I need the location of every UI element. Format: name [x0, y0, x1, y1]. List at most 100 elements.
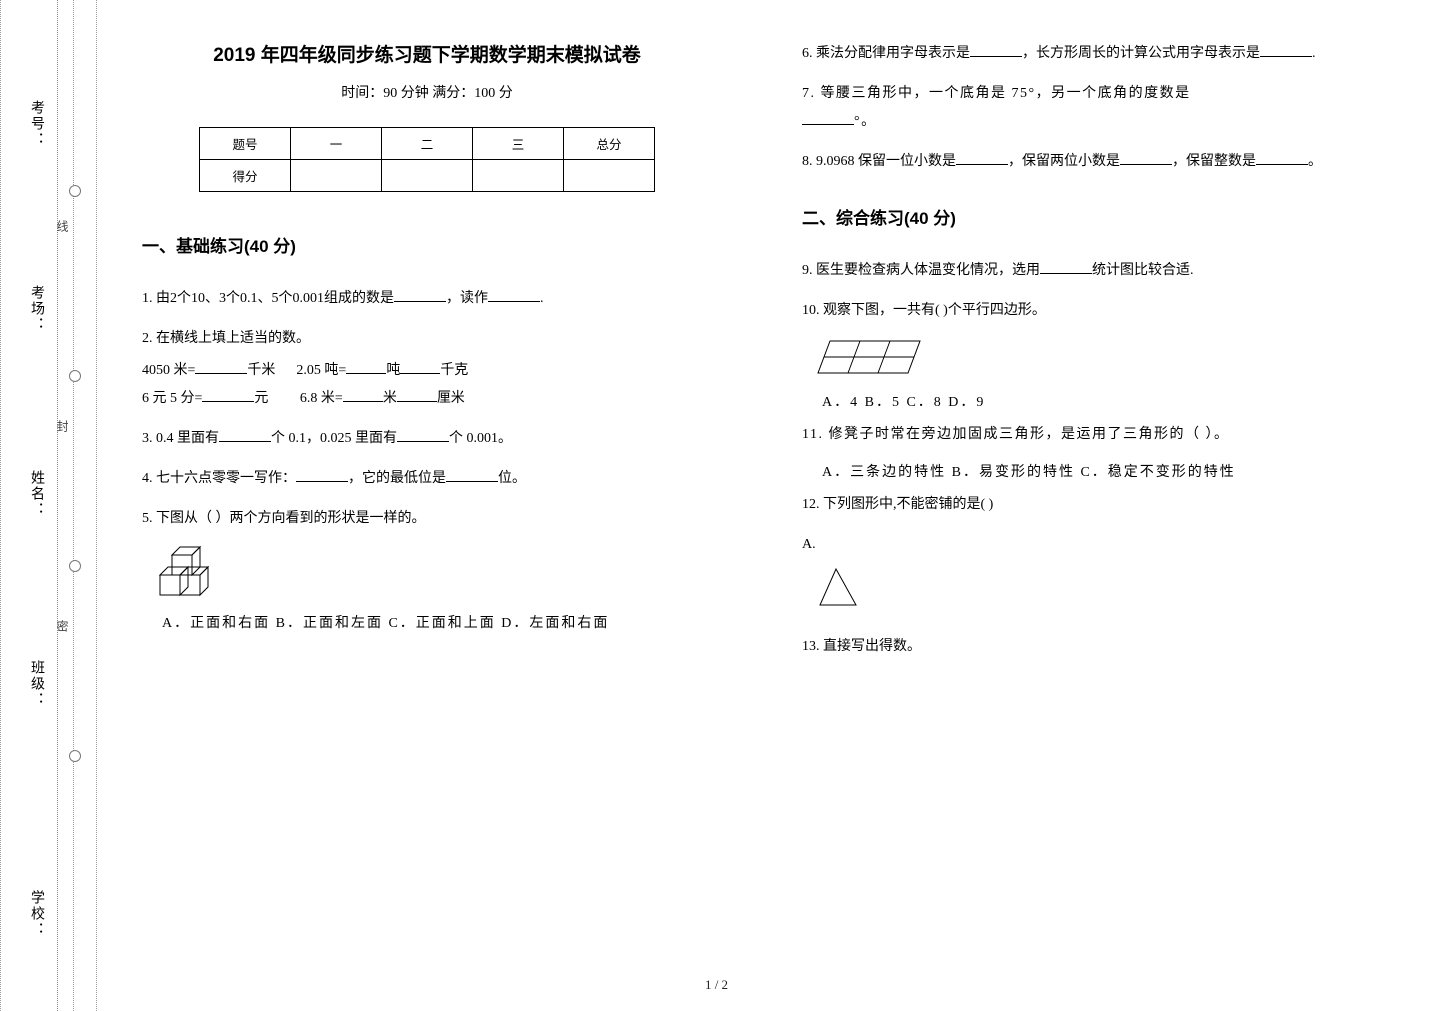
dotted-fold-line-inner	[57, 0, 58, 1011]
question-4: 4. 七十六点零零一写作： ，它的最低位是 位。	[142, 465, 712, 493]
blank[interactable]	[346, 359, 386, 374]
q10-figure-parallelograms	[816, 337, 1388, 383]
table-row: 得分	[200, 160, 655, 192]
q2-frag: 厘米	[437, 391, 465, 406]
q3-frag: 个 0.001。	[449, 431, 512, 446]
q2-frag: 6 元 5 分=	[142, 391, 202, 406]
blank[interactable]	[1040, 259, 1092, 274]
blank[interactable]	[970, 42, 1022, 57]
seal-word-mi: 密	[54, 620, 71, 637]
blank[interactable]	[219, 427, 271, 442]
q2-frag: 米	[383, 391, 397, 406]
q2-frag: 千米	[247, 363, 275, 378]
column-right: 6. 乘法分配律用字母表示是，长方形周长的计算公式用字母表示是. 7. 等腰三角…	[757, 0, 1433, 1011]
q12-text: 12. 下列图形中,不能密铺的是( )	[802, 497, 993, 512]
score-cell[interactable]	[291, 160, 382, 192]
blank[interactable]	[202, 387, 254, 402]
q5-figure-cubes	[156, 545, 712, 604]
q2-frag: 6.8 米=	[300, 391, 343, 406]
blank[interactable]	[397, 427, 449, 442]
section-b-heading: 二、综合练习(40 分)	[802, 204, 1388, 229]
q1-text-a: 1. 由2个10、3个0.1、5个0.001组成的数是	[142, 291, 394, 306]
score-cell: 得分	[200, 160, 291, 192]
q8-frag: ，保留整数是	[1172, 154, 1256, 169]
section-a-heading: 一、基础练习(40 分)	[142, 232, 712, 257]
q4-frag: ，它的最低位是	[348, 471, 446, 486]
time-score: 时间：90 分钟 满分：100 分	[142, 82, 712, 102]
question-10: 10. 观察下图，一共有( )个平行四边形。	[802, 297, 1388, 325]
blank[interactable]	[296, 467, 348, 482]
score-cell[interactable]	[382, 160, 473, 192]
q1-text-c: .	[540, 291, 544, 306]
score-head: 题号	[200, 128, 291, 160]
q5-options: A．正面和右面 B．正面和左面 C．正面和上面 D．左面和右面	[162, 612, 712, 632]
question-8: 8. 9.0968 保留一位小数是 ，保留两位小数是 ，保留整数是 。	[802, 148, 1388, 176]
q3-frag: 个 0.1，0.025 里面有	[271, 431, 397, 446]
question-13: 13. 直接写出得数。	[802, 633, 1388, 661]
blank[interactable]	[488, 287, 540, 302]
question-5: 5. 下图从（ ）两个方向看到的形状是一样的。	[142, 505, 712, 533]
score-cell[interactable]	[473, 160, 564, 192]
q5-text: 5. 下图从（ ）两个方向看到的形状是一样的。	[142, 511, 426, 526]
score-head: 二	[382, 128, 473, 160]
question-6: 6. 乘法分配律用字母表示是，长方形周长的计算公式用字母表示是.	[802, 40, 1388, 68]
question-9: 9. 医生要检查病人体温变化情况，选用 统计图比较合适.	[802, 257, 1388, 285]
question-7: 7. 等腰三角形中，一个底角是 75°，另一个底角的度数是 °。	[802, 80, 1388, 136]
q9-frag: 9. 医生要检查病人体温变化情况，选用	[802, 263, 1040, 278]
score-table: 题号 一 二 三 总分 得分	[199, 127, 655, 192]
sidebar-label-class: 班级：	[26, 660, 46, 708]
blank[interactable]	[802, 110, 854, 125]
q2-frag: 4050 米=	[142, 363, 195, 378]
q7-frag: °。	[854, 114, 877, 129]
blank[interactable]	[397, 387, 437, 402]
q2-frag: 元	[254, 391, 268, 406]
q8-frag: ，保留两位小数是	[1008, 154, 1120, 169]
score-cell[interactable]	[564, 160, 655, 192]
q10-options: A．4 B．5 C．8 D．9	[822, 391, 1388, 411]
sidebar-label-room: 考场：	[26, 285, 46, 333]
sidebar-label-name: 姓名：	[26, 470, 46, 518]
punch-circle	[69, 370, 81, 382]
page-footer: 1 / 2	[0, 977, 1433, 993]
question-1: 1. 由2个10、3个0.1、5个0.001组成的数是 ，读作.	[142, 285, 712, 313]
q3-frag: 3. 0.4 里面有	[142, 431, 219, 446]
blank[interactable]	[1120, 150, 1172, 165]
table-row: 题号 一 二 三 总分	[200, 128, 655, 160]
q9-frag: 统计图比较合适.	[1092, 263, 1194, 278]
q10-text: 10. 观察下图，一共有( )个平行四边形。	[802, 303, 1046, 318]
q6-frag: .	[1312, 46, 1316, 61]
question-3: 3. 0.4 里面有 个 0.1，0.025 里面有 个 0.001。	[142, 425, 712, 453]
q2-title: 2. 在横线上填上适当的数。	[142, 325, 712, 353]
q8-frag: 。	[1308, 154, 1322, 169]
q8-frag: 8. 9.0968 保留一位小数是	[802, 154, 956, 169]
q6-frag: ，长方形周长的计算公式用字母表示是	[1022, 46, 1260, 61]
blank[interactable]	[446, 467, 498, 482]
blank[interactable]	[1260, 42, 1312, 57]
sidebar-label-examno: 考号：	[26, 100, 46, 148]
blank[interactable]	[956, 150, 1008, 165]
q2-frag: 吨	[386, 363, 400, 378]
blank[interactable]	[1256, 150, 1308, 165]
q4-frag: 4. 七十六点零零一写作：	[142, 471, 296, 486]
q11-text: 11. 修凳子时常在旁边加固成三角形，是运用了三角形的（ ）。	[802, 427, 1229, 442]
q1-text-b: ，读作	[446, 291, 488, 306]
punch-circle	[69, 185, 81, 197]
q13-text: 13. 直接写出得数。	[802, 639, 921, 654]
dotted-fold-line	[73, 0, 74, 1011]
page-title: 2019 年四年级同步练习题下学期数学期末模拟试卷	[142, 40, 712, 67]
question-11: 11. 修凳子时常在旁边加固成三角形，是运用了三角形的（ ）。	[802, 421, 1388, 449]
q7-frag: 7. 等腰三角形中，一个底角是 75°，另一个底角的度数是	[802, 86, 1191, 101]
blank[interactable]	[343, 387, 383, 402]
q2-frag: 千克	[440, 363, 468, 378]
blank[interactable]	[394, 287, 446, 302]
q2-frag: 2.05 吨=	[296, 363, 346, 378]
score-head: 一	[291, 128, 382, 160]
q4-frag: 位。	[498, 471, 526, 486]
seal-word-xian: 线	[54, 220, 71, 237]
q12-option-a-label: A.	[802, 531, 1388, 559]
blank[interactable]	[195, 359, 247, 374]
question-2: 2. 在横线上填上适当的数。 4050 米= 千米 2.05 吨= 吨 千克 6 元 …	[142, 325, 712, 413]
column-left: 2019 年四年级同步练习题下学期数学期末模拟试卷 时间：90 分钟 满分：10…	[97, 0, 757, 1011]
blank[interactable]	[400, 359, 440, 374]
punch-circle	[69, 750, 81, 762]
